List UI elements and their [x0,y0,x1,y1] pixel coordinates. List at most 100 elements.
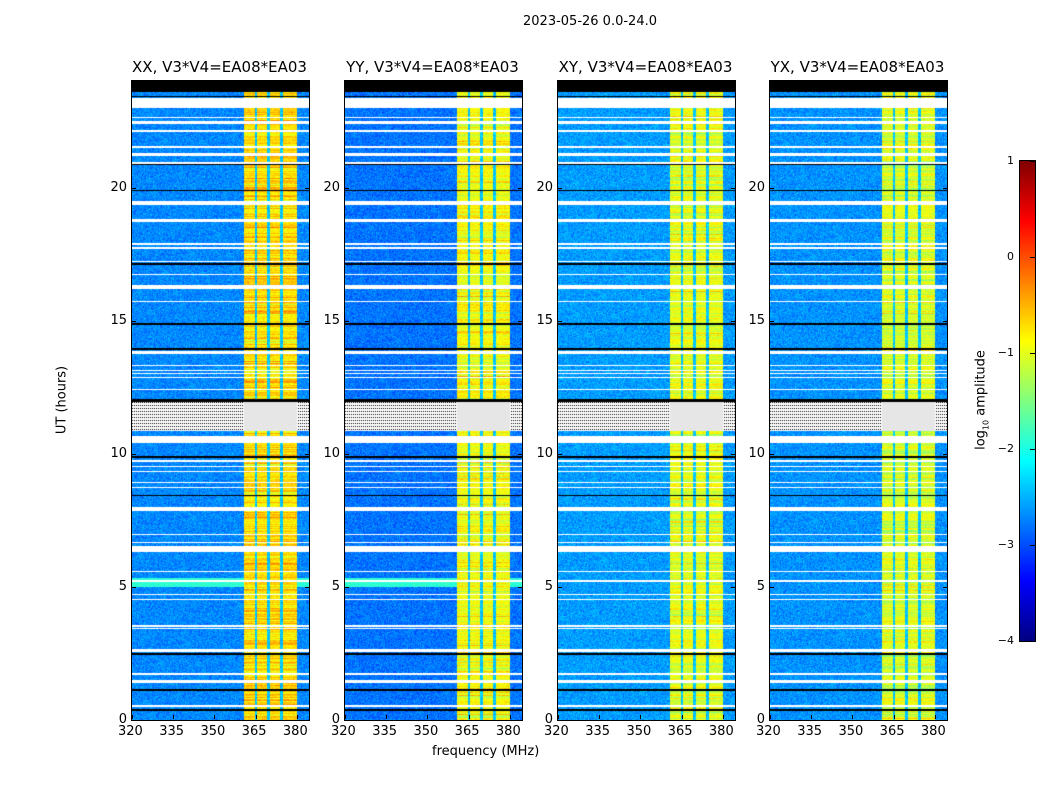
spectrogram-panel-2 [344,80,523,721]
x-tick-label: 335 [797,724,823,739]
y-tick-mark [518,453,522,455]
x-tick-label: 365 [241,724,267,739]
y-tick-label: 5 [331,578,340,594]
x-tick-label: 365 [879,724,905,739]
x-tick-mark [509,81,511,85]
x-tick-mark [852,81,854,85]
x-tick-mark [509,715,511,719]
colorbar-tick-mark [1030,449,1035,450]
panel-title: XX, V3*V4=EA08*EA03 [132,58,307,76]
spectrogram-heatmap [558,81,735,720]
x-tick-label: 335 [372,724,398,739]
x-tick-mark [296,715,298,719]
x-tick-label: 365 [454,724,480,739]
y-tick-mark [770,187,774,189]
x-tick-label: 350 [413,724,439,739]
y-tick-mark [558,187,562,189]
spectrogram-heatmap [345,81,522,720]
y-tick-label: 15 [110,312,127,328]
y-tick-label: 5 [118,578,127,594]
y-tick-mark [132,586,136,588]
x-tick-mark [558,81,559,85]
x-tick-label: 350 [200,724,226,739]
y-axis-label: UT (hours) [54,365,70,435]
colorbar-tick-mark [1030,161,1035,162]
y-tick-mark [132,720,136,721]
y-tick-mark [132,453,136,455]
spectrogram-heatmap [132,81,309,720]
y-tick-label: 10 [748,445,765,461]
spectrogram-heatmap [770,81,947,720]
y-tick-mark [305,320,309,322]
y-tick-mark [518,720,522,721]
y-tick-mark [558,320,562,322]
x-tick-mark [893,715,895,719]
x-tick-label: 380 [495,724,521,739]
y-tick-mark [770,720,774,721]
y-tick-mark [345,586,349,588]
x-tick-mark [468,715,470,719]
panel-title: YY, V3*V4=EA08*EA03 [346,58,519,76]
x-tick-label: 350 [626,724,652,739]
y-tick-label: 0 [118,712,127,727]
y-tick-mark [558,453,562,455]
colorbar [1019,160,1036,642]
x-tick-mark [427,81,429,85]
colorbar-tick-mark [1030,545,1035,546]
x-tick-mark [934,81,936,85]
y-tick-label: 0 [756,712,765,727]
x-tick-mark [852,715,854,719]
y-tick-mark [305,187,309,189]
colorbar-tick-mark [1030,353,1035,354]
x-tick-mark [770,81,771,85]
y-tick-mark [943,720,947,721]
y-tick-mark [943,187,947,189]
y-tick-mark [731,187,735,189]
x-tick-label: 320 [756,724,781,739]
spectrogram-panel-1 [131,80,310,721]
x-tick-mark [681,81,683,85]
y-tick-mark [731,320,735,322]
colorbar-label: log10 amplitude [973,350,991,450]
x-tick-mark [427,715,429,719]
y-tick-mark [132,320,136,322]
x-tick-mark [893,81,895,85]
x-tick-label: 320 [544,724,569,739]
x-tick-label: 335 [159,724,185,739]
y-tick-mark [518,320,522,322]
x-tick-mark [255,715,257,719]
colorbar-tick-label: −2 [997,442,1014,455]
x-tick-mark [722,715,724,719]
x-tick-label: 365 [667,724,693,739]
x-tick-label: 320 [331,724,356,739]
figure-title: 2023-05-26 0.0-24.0 [523,14,657,29]
y-tick-mark [943,586,947,588]
colorbar-tick-label: −4 [997,634,1014,647]
y-tick-mark [305,453,309,455]
x-tick-mark [214,715,216,719]
y-tick-label: 15 [323,312,340,328]
colorbar-tick-label: 0 [1007,250,1014,263]
y-tick-mark [558,720,562,721]
y-tick-mark [132,187,136,189]
colorbar-tick-mark [1030,641,1035,642]
y-tick-label: 10 [323,445,340,461]
x-tick-mark [599,81,601,85]
y-tick-label: 15 [536,312,553,328]
y-tick-mark [943,453,947,455]
x-tick-mark [811,715,813,719]
x-tick-mark [255,81,257,85]
spectrogram-panel-3 [557,80,736,721]
x-tick-mark [386,81,388,85]
y-tick-mark [345,187,349,189]
panel-title: XY, V3*V4=EA08*EA03 [558,58,733,76]
y-tick-mark [345,453,349,455]
x-tick-mark [640,81,642,85]
y-tick-mark [731,453,735,455]
x-tick-mark [770,715,771,719]
x-tick-mark [468,81,470,85]
colorbar-tick-label: −1 [997,346,1014,359]
x-tick-mark [722,81,724,85]
y-tick-mark [305,720,309,721]
x-tick-mark [558,715,559,719]
